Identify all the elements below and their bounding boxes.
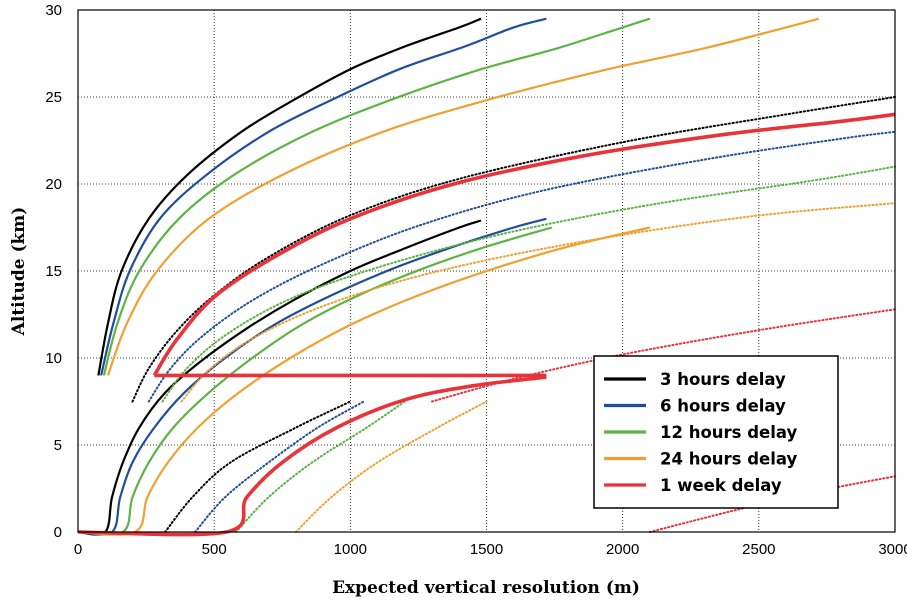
legend-label: 6 hours delay <box>660 397 786 416</box>
series-24-hours-delay-dotted-line <box>294 400 488 533</box>
series-3-hours-delay-dotted-line <box>131 96 896 403</box>
y-tick-label: 0 <box>54 524 62 541</box>
y-tick-label: 25 <box>45 89 62 106</box>
series-12-hours-delay-line <box>102 17 651 376</box>
y-tick-label: 30 <box>45 2 62 19</box>
series-6-hours-delay-dotted-line <box>194 400 365 533</box>
x-tick-label: 2500 <box>742 541 775 558</box>
series-12-hours-delay-dotted-line <box>161 165 896 403</box>
series-24-hours-delay-line <box>106 17 819 376</box>
x-tick-label: 1500 <box>470 541 503 558</box>
x-tick-label: 1000 <box>334 541 367 558</box>
series-6-hours-delay-line <box>100 17 547 376</box>
legend: 3 hours delay 6 hours delay 12 hours delay… <box>593 355 839 509</box>
y-tick-label: 5 <box>54 437 62 454</box>
series-3-hours-delay-line <box>77 219 482 536</box>
x-tick-label: 2000 <box>606 541 639 558</box>
series-lines <box>77 17 896 537</box>
series-3-hours-delay-dotted-line <box>164 400 352 533</box>
legend-label: 1 week delay <box>660 476 782 495</box>
series-12-hours-delay-line <box>77 226 553 536</box>
legend-label: 3 hours delay <box>660 370 786 389</box>
series-24-hours-delay-line <box>77 226 651 536</box>
y-tick-label: 15 <box>45 263 62 280</box>
y-tick-label: 10 <box>45 350 62 367</box>
series-3-hours-delay-line <box>97 17 482 376</box>
legend-label: 12 hours delay <box>660 423 798 442</box>
y-axis-title: Altitude (km) <box>9 207 29 337</box>
x-tick-label: 0 <box>74 541 82 558</box>
series-12-hours-delay-dotted-line <box>235 400 406 533</box>
series-1-week-delay-line <box>77 375 547 537</box>
plot-frame <box>77 9 896 533</box>
y-tick-label: 20 <box>45 176 62 193</box>
series-6-hours-delay-dotted-line <box>147 130 896 403</box>
x-tick-label: 500 <box>202 541 227 558</box>
legend-label: 24 hours delay <box>660 450 798 469</box>
x-axis-title: Expected vertical resolution (m) <box>332 578 640 598</box>
series-1-week-delay-line <box>152 112 896 377</box>
series-1-week-delay-dotted-line <box>431 308 896 403</box>
series-24-hours-delay-dotted-line <box>180 202 896 403</box>
